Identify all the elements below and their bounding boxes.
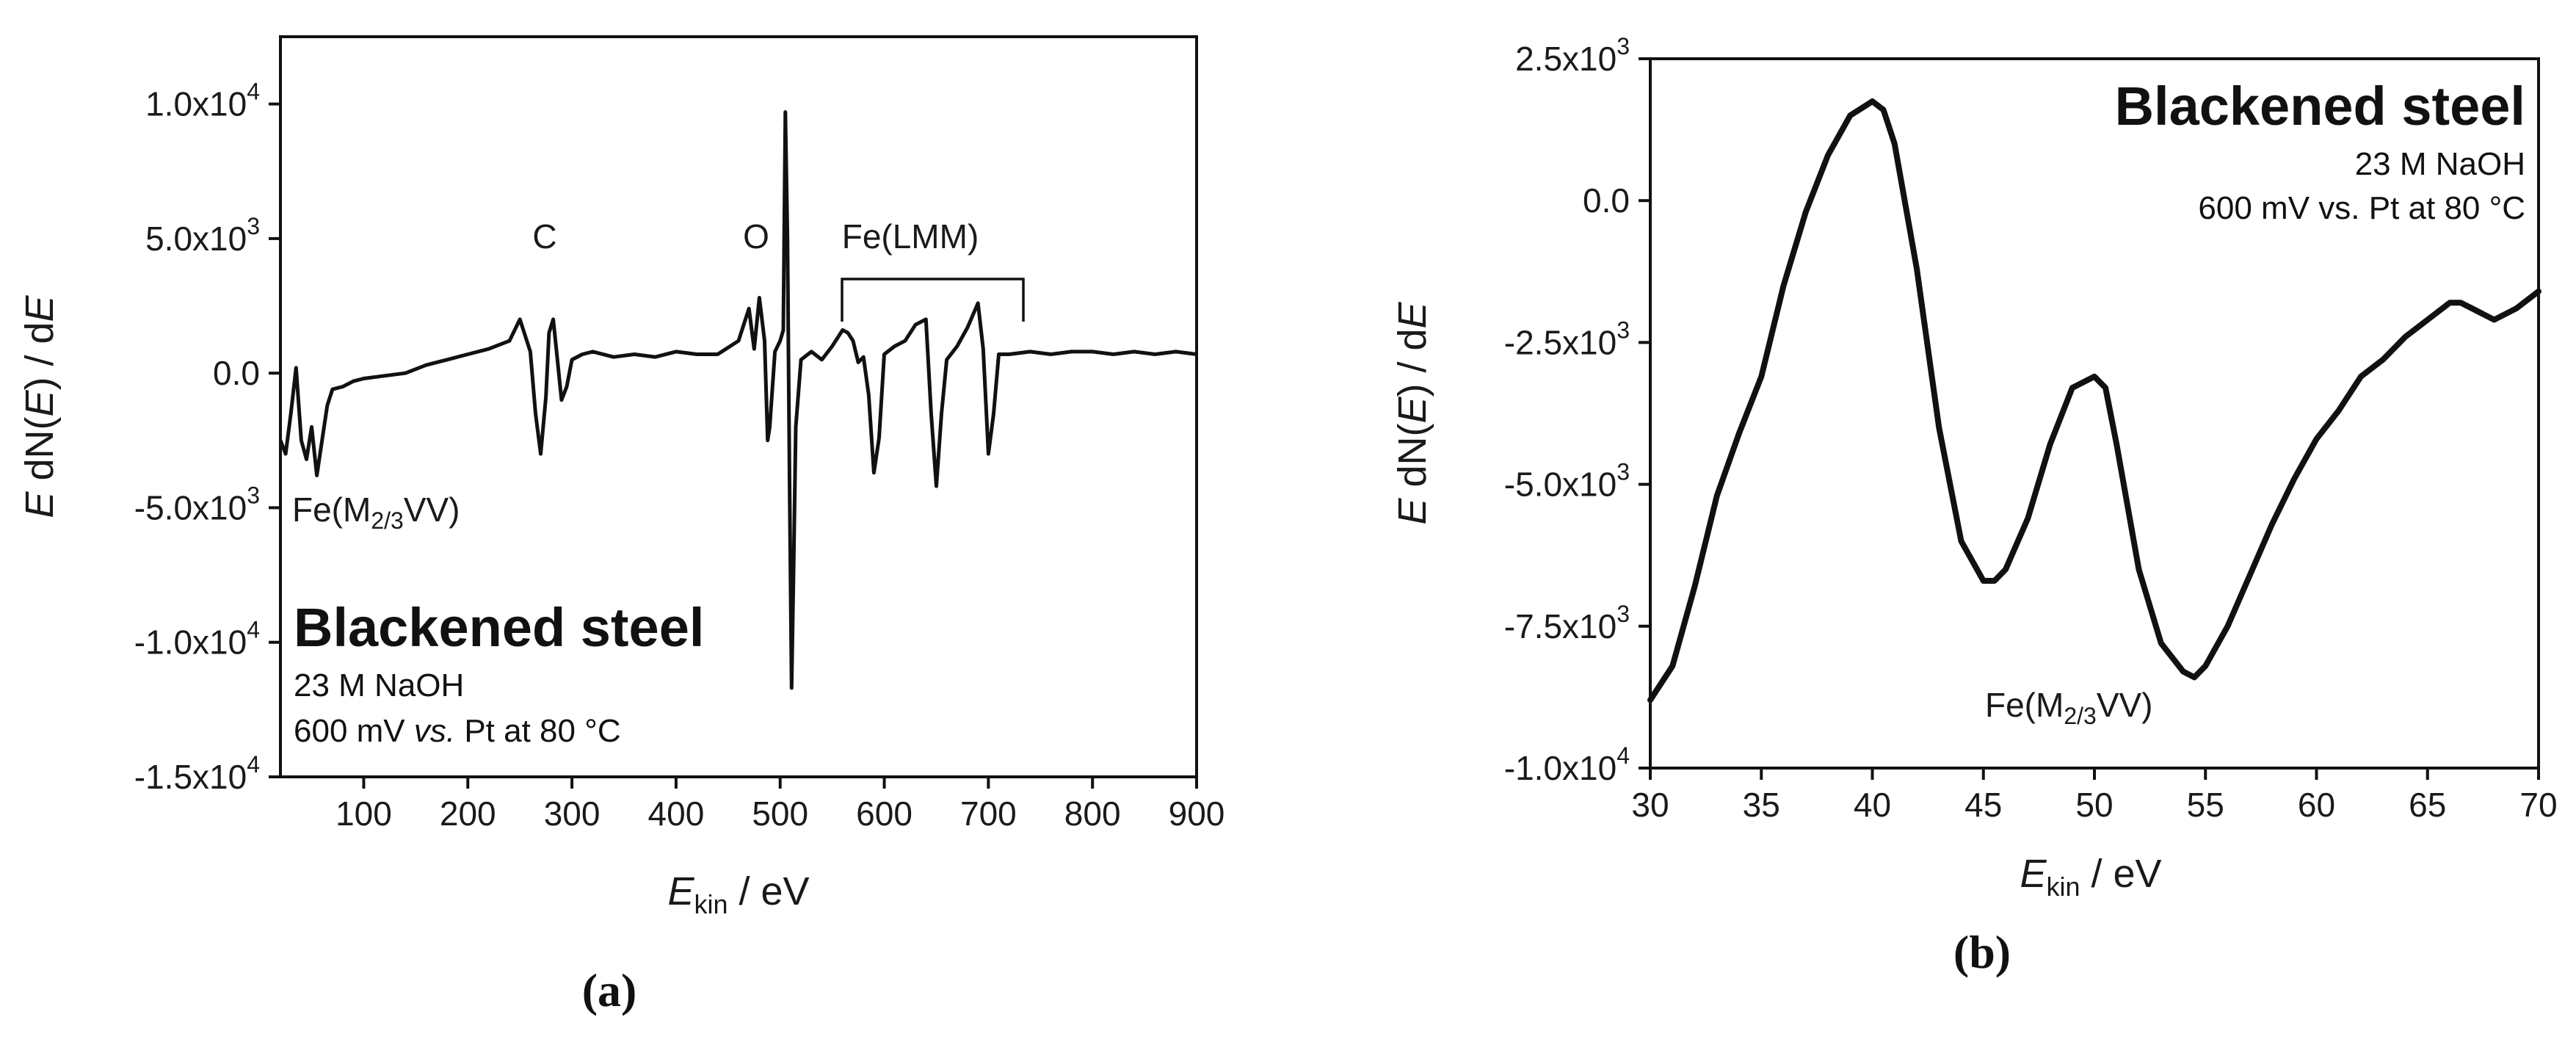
panel-b-inset-line1: 23 M NaOH — [2355, 146, 2525, 182]
panel-a-yticks: 1.0x104 5.0x103 0.0 -5.0x103 -1.0x104 -1.5x10… — [134, 79, 280, 796]
panel-a-x-axis-label: Ekin / eV — [667, 869, 809, 919]
panel-a-ytick-label: 5.0x103 — [145, 213, 260, 258]
annotation-fe-m23vv-b: Fe(M2/3VV) — [1985, 686, 2153, 729]
panel-a-inset-title: Blackened steel — [294, 597, 704, 658]
panel-a-inset-line1: 23 M NaOH — [294, 667, 464, 703]
panel-a-ytick-label: -5.0x103 — [134, 482, 260, 526]
panel-b-xtick-label: 50 — [2075, 786, 2113, 824]
panel-a-inset-line2: 600 mV vs. Pt at 80 °C — [294, 713, 621, 749]
panel-a-ytick-label: -1.0x104 — [134, 617, 260, 662]
annotation-o-peak: O — [743, 217, 769, 256]
panel-a-xtick-label: 700 — [960, 794, 1017, 833]
panel-b-inset-title: Blackened steel — [2115, 76, 2525, 137]
panel-b-yticks: 2.5x103 0.0 -2.5x103 -5.0x103 -7.5x103 -1.0x1… — [1504, 33, 1650, 787]
panel-a-xtick-label: 800 — [1064, 794, 1121, 833]
panel-a-xtick-label: 900 — [1169, 794, 1225, 833]
panel-a-xtick-label: 400 — [648, 794, 705, 833]
annotation-fe-lmm: Fe(LMM) — [842, 217, 979, 256]
panel-b-xtick-label: 45 — [1964, 786, 2002, 824]
panel-a-plot-frame — [279, 35, 1198, 778]
panel-a-label: (a) — [582, 964, 637, 1016]
panel-a-xtick-label: 200 — [440, 794, 496, 833]
panel-b-ytick-label: -5.0x103 — [1504, 459, 1630, 504]
panel-b-plot-frame — [1649, 57, 2540, 770]
panel-b-ytick-label: -2.5x103 — [1504, 316, 1630, 361]
panel-b-ytick-label: -7.5x103 — [1504, 601, 1630, 645]
panel-b-y-axis-label: E dN(E) / dE — [1390, 301, 1434, 524]
panel-b-xtick-label: 35 — [1743, 786, 1780, 824]
panel-b-x-axis-label: Ekin / eV — [2020, 852, 2161, 902]
panel-a-ytick-label: -1.5x104 — [134, 751, 260, 796]
panel-b-xtick-label: 60 — [2298, 786, 2335, 824]
panel-a-xtick-label: 300 — [544, 794, 601, 833]
panel-b: 2.5x103 0.0 -2.5x103 -5.0x103 -7.5x103 -1.0x1… — [1390, 33, 2558, 978]
panel-b-xtick-label: 65 — [2409, 786, 2446, 824]
panel-a-xtick-label: 500 — [752, 794, 808, 833]
panel-b-ytick-label: 2.5x103 — [1515, 33, 1630, 78]
panel-a-series-line — [278, 110, 1197, 690]
panel-b-ytick-label: 0.0 — [1583, 181, 1630, 220]
panel-a-xticks: 100 200 300 400 500 600 700 800 900 — [335, 777, 1224, 833]
panel-a-xtick-label: 100 — [335, 794, 392, 833]
panel-a: 1.0x104 5.0x103 0.0 -5.0x103 -1.0x104 -1.5x10… — [18, 35, 1224, 1016]
panel-a-xtick-label: 600 — [856, 794, 913, 833]
panel-a-ytick-label: 0.0 — [213, 354, 260, 392]
panel-a-ytick-label: 1.0x104 — [145, 79, 260, 123]
panel-b-xtick-label: 55 — [2187, 786, 2224, 824]
annotation-fe-lmm-bracket — [841, 278, 1025, 322]
panel-b-xticks: 30 35 40 45 50 55 60 65 70 — [1631, 768, 2558, 824]
panel-b-series-line — [1647, 98, 2541, 703]
annotation-c-peak: C — [532, 217, 556, 256]
panel-b-xtick-label: 70 — [2519, 786, 2557, 824]
panel-b-xtick-label: 30 — [1631, 786, 1669, 824]
panel-b-label: (b) — [1953, 926, 2011, 978]
annotation-fe-m23vv-a: Fe(M2/3VV) — [292, 490, 460, 534]
panel-b-inset-line2: 600 mV vs. Pt at 80 °C — [2198, 190, 2525, 226]
panel-b-xtick-label: 40 — [1854, 786, 1891, 824]
panel-a-y-axis-label: E dN(E) / dE — [18, 294, 62, 518]
panel-b-ytick-label: -1.0x104 — [1504, 742, 1630, 787]
